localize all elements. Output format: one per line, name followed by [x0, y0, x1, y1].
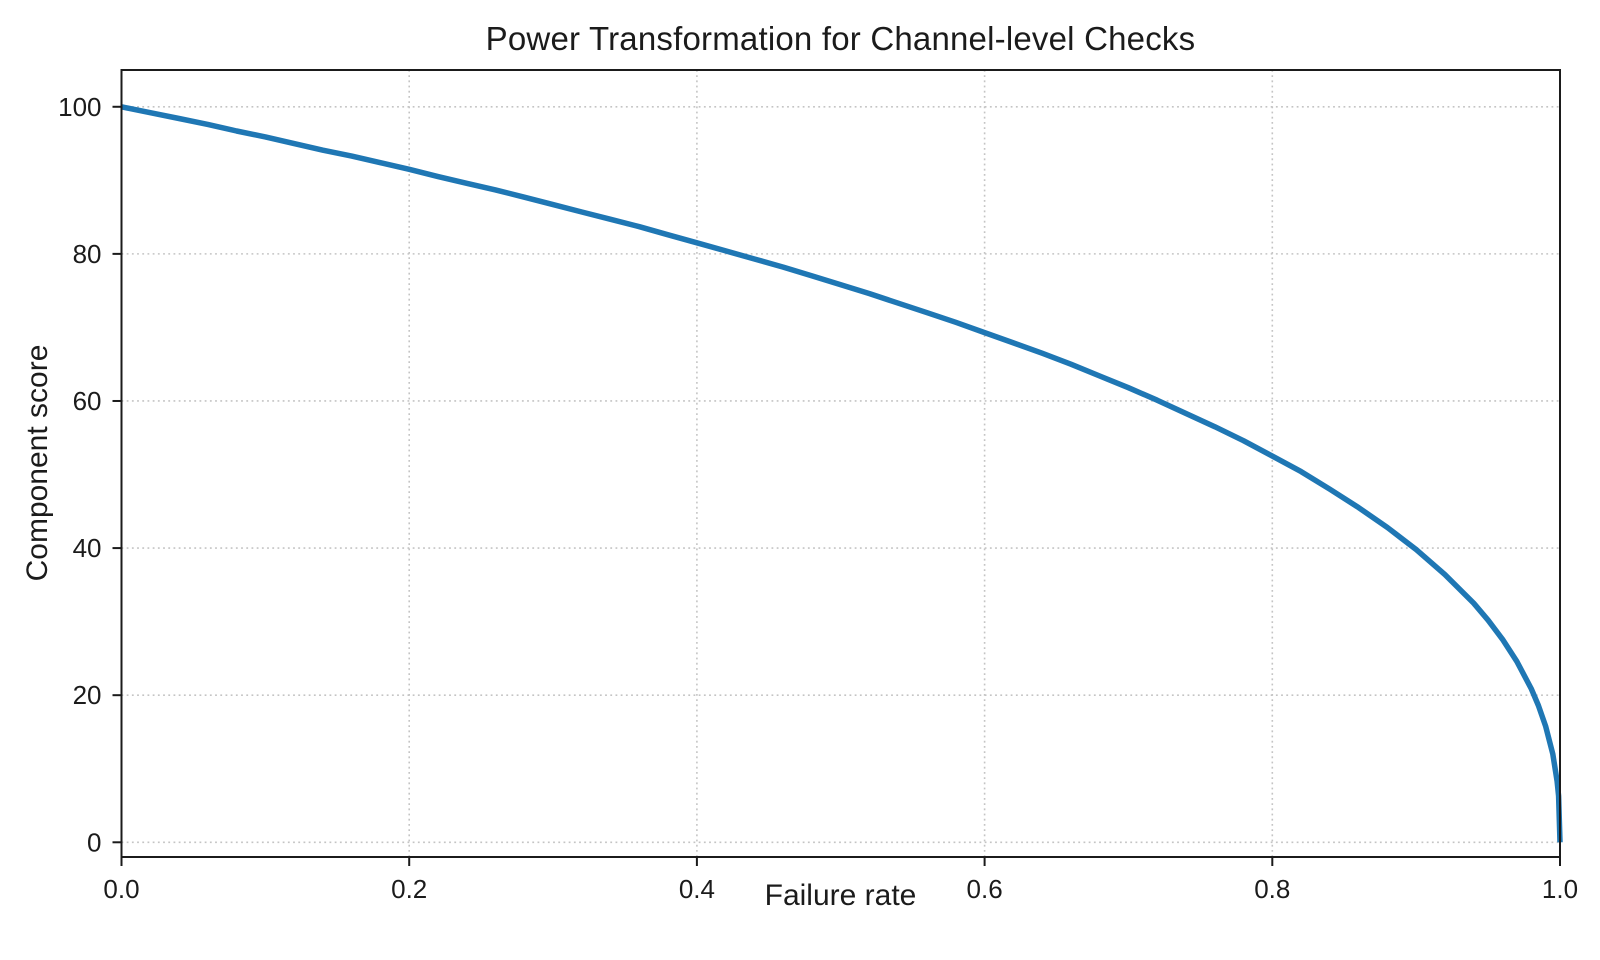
axes-spines — [120, 69, 1561, 858]
y-tick-label: 20 — [73, 680, 102, 710]
y-tick-label: 100 — [58, 92, 101, 122]
axes-frame — [120, 69, 1561, 858]
chart-title: Power Transformation for Channel-level C… — [485, 20, 1196, 57]
x-axis-label: Failure rate — [764, 879, 917, 912]
y-tick-label: 40 — [73, 533, 102, 563]
x-tick-label: 0.0 — [103, 874, 139, 904]
x-tick-label: 0.8 — [1254, 874, 1290, 904]
y-axis-label: Component score — [21, 344, 54, 582]
y-tick-label: 0 — [87, 827, 101, 857]
x-tick-label: 0.4 — [679, 874, 715, 904]
x-tick-label: 0.6 — [967, 874, 1003, 904]
gridlines — [120, 70, 1561, 857]
y-tick-label: 60 — [73, 386, 102, 416]
x-tick-label: 1.0 — [1542, 874, 1578, 904]
data-series — [120, 104, 1563, 843]
y-tick-label: 80 — [73, 239, 102, 269]
curve-line — [120, 104, 1563, 843]
axis-ticks — [112, 105, 1561, 866]
tick-labels: 0.0 0.2 0.4 0.6 0.8 1.0 0 20 40 60 80 100 — [58, 92, 1578, 904]
x-tick-label: 0.2 — [391, 874, 427, 904]
